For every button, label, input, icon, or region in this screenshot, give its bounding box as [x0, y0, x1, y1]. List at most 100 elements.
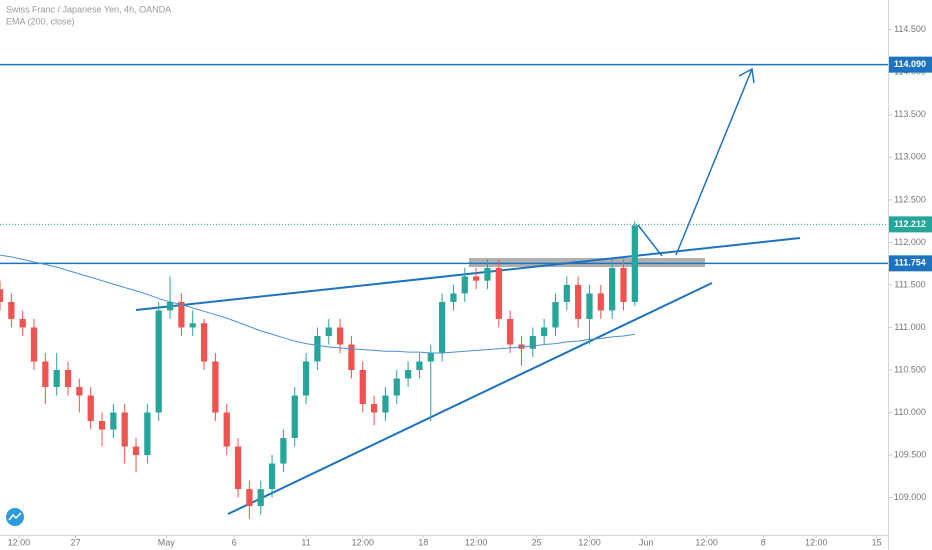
- arrow-head: [738, 67, 755, 84]
- indicator-label: EMA (200, close): [6, 16, 75, 26]
- candle-body: [246, 489, 253, 507]
- ema-line: [0, 254, 635, 354]
- x-tick-label: 6: [232, 537, 237, 547]
- candle-body: [393, 378, 400, 396]
- price-tag: [889, 255, 932, 272]
- x-tick-label: 15: [872, 537, 882, 547]
- x-tick-label: 25: [532, 537, 542, 547]
- candle-body: [268, 463, 276, 490]
- chart-title: Swiss Franc / Japanese Yen, 4h, OANDA: [6, 4, 171, 14]
- candle-body: [121, 412, 128, 447]
- candle-body: [575, 284, 582, 319]
- candle-body: [631, 225, 638, 302]
- x-tick-label: 12:00: [351, 537, 374, 547]
- y-tick-label: 110.000: [894, 407, 926, 417]
- y-tick-label: 111.500: [894, 279, 925, 289]
- x-tick-label: May: [158, 537, 176, 547]
- y-tick-label: 113.500: [894, 109, 926, 119]
- candle-body: [404, 369, 412, 379]
- candle-body: [155, 310, 162, 413]
- candle-body: [586, 293, 593, 319]
- candle-body: [212, 361, 219, 413]
- candle-body: [495, 267, 502, 319]
- candle-body: [473, 276, 480, 281]
- candle-body: [348, 344, 355, 370]
- candle-body: [132, 446, 140, 456]
- candle-body: [110, 412, 117, 430]
- y-tick-label: 111.000: [894, 322, 925, 332]
- candle-body: [223, 412, 230, 447]
- price-tag-label: 114.090: [894, 59, 926, 69]
- candle-body: [178, 301, 185, 328]
- candle-body: [507, 318, 514, 345]
- y-tick-label: 109.500: [894, 449, 927, 459]
- logo: [6, 508, 24, 526]
- candle-body: [42, 361, 49, 388]
- candle-body: [64, 369, 72, 388]
- candle-body: [257, 489, 264, 507]
- candle-body: [438, 301, 446, 353]
- candle-body: [336, 327, 344, 345]
- candle-body: [416, 361, 423, 370]
- candle-body: [359, 369, 366, 405]
- candle-body: [87, 395, 94, 422]
- x-tick-label: 8: [761, 537, 766, 547]
- price-tag-label: 111.754: [894, 258, 926, 268]
- candle-body: [370, 404, 378, 413]
- candle-body: [563, 284, 570, 302]
- resistance-zone: [469, 258, 705, 267]
- candle-body: [0, 289, 4, 302]
- candle-body: [597, 293, 604, 311]
- candle-body: [427, 352, 434, 362]
- x-tick-label: 12:00: [695, 537, 718, 547]
- candle-body: [382, 395, 389, 413]
- candle-body: [302, 361, 310, 396]
- candle-body: [76, 387, 83, 396]
- y-tick-label: 109.000: [894, 492, 927, 502]
- candle-body: [609, 267, 616, 311]
- x-tick-label: 12:00: [805, 537, 828, 547]
- candle-body: [19, 318, 26, 328]
- last-price-tag: [889, 216, 932, 233]
- candle-body: [529, 335, 536, 349]
- x-tick-label: 12:00: [578, 537, 601, 547]
- candle-body: [53, 369, 60, 388]
- candle-body: [541, 327, 548, 336]
- candle-body: [189, 323, 196, 328]
- projection-arrow: [675, 68, 753, 256]
- candle-body: [30, 327, 38, 362]
- drawings: [0, 63, 888, 515]
- candle-body: [166, 301, 174, 311]
- logo-mark: [8, 512, 22, 521]
- x-tick-label: 12:00: [8, 537, 31, 547]
- x-tick-label: 27: [71, 537, 81, 547]
- y-tick-label: 112.000: [894, 237, 926, 247]
- candle-body: [325, 327, 332, 336]
- price-tag: [889, 56, 932, 73]
- candle-body: [461, 276, 468, 294]
- y-tick-label: 114.500: [894, 24, 926, 34]
- candle-body: [200, 323, 208, 362]
- candle-body: [144, 412, 151, 456]
- y-tick-label: 113.000: [894, 152, 926, 162]
- candle-body: [314, 335, 321, 362]
- lower-trendline: [227, 282, 713, 515]
- x-tick-label: 11: [301, 537, 310, 547]
- y-tick-label: 112.500: [894, 194, 926, 204]
- x-tick-label: Jun: [639, 537, 654, 547]
- x-tick-label: 18: [418, 537, 428, 547]
- candle-body: [552, 301, 559, 328]
- candle-body: [234, 446, 242, 490]
- candle-body: [484, 267, 491, 281]
- upper-trendline: [135, 237, 801, 311]
- candle-body: [291, 395, 298, 439]
- y-tick-label: 110.500: [894, 364, 926, 374]
- candle-body: [620, 267, 627, 302]
- x-tick-label: 12:00: [465, 537, 488, 547]
- candle-body: [280, 438, 287, 464]
- last-price-label: 112.212: [894, 219, 926, 229]
- candle-body: [450, 293, 457, 302]
- candle-body: [98, 421, 106, 430]
